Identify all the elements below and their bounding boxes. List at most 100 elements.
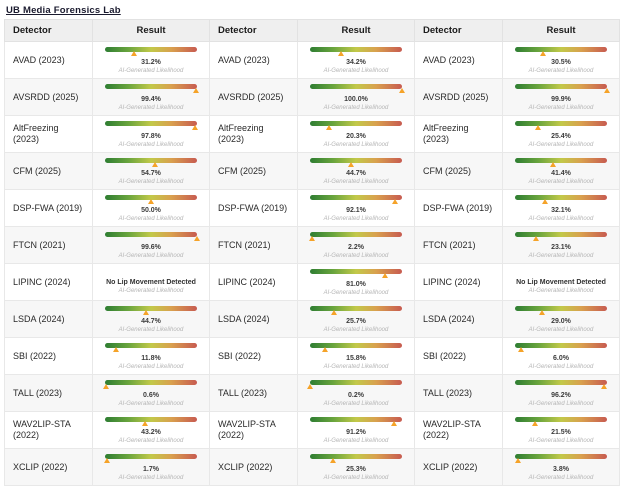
detector-name: AltFreezing (2023)	[4, 115, 93, 153]
likelihood-caption: AI-Generated Likelihood	[323, 438, 389, 444]
likelihood-caption: AI-Generated Likelihood	[528, 105, 594, 111]
result-cell: 15.8% AI-Generated Likelihood	[297, 337, 415, 375]
likelihood-bar	[105, 306, 197, 316]
results-table: Detector Result Detector Result Detector…	[4, 19, 620, 486]
gradient-bar	[105, 47, 197, 52]
likelihood-bar	[307, 380, 402, 390]
likelihood-value: 15.8%	[346, 355, 366, 362]
gradient-bar	[310, 454, 402, 459]
likelihood-value: 25.3%	[346, 466, 366, 473]
result-cell: 99.6% AI-Generated Likelihood	[92, 226, 210, 264]
likelihood-caption: AI-Generated Likelihood	[528, 68, 594, 74]
triangle-up-icon	[348, 162, 355, 167]
likelihood-bar	[310, 84, 405, 94]
likelihood-caption: AI-Generated Likelihood	[118, 475, 184, 481]
detector-name: AltFreezing (2023)	[209, 115, 298, 153]
likelihood-caption: AI-Generated Likelihood	[323, 401, 389, 407]
likelihood-bar	[515, 306, 607, 316]
detector-name: WAV2LIP-STA (2022)	[414, 411, 503, 449]
likelihood-caption: AI-Generated Likelihood	[528, 288, 594, 294]
likelihood-value: 23.1%	[551, 244, 571, 251]
triangle-up-icon	[600, 384, 607, 389]
likelihood-bar	[515, 47, 607, 57]
detector-name: CFM (2025)	[4, 152, 93, 190]
column-header-result: Result	[502, 19, 620, 42]
triangle-up-icon	[152, 162, 159, 167]
result-cell: 23.1% AI-Generated Likelihood	[502, 226, 620, 264]
header-row: Detector Result Detector Result Detector…	[4, 19, 620, 42]
gradient-bar	[310, 195, 402, 200]
triangle-up-icon	[321, 347, 328, 352]
triangle-up-icon	[541, 199, 548, 204]
result-cell: 32.1% AI-Generated Likelihood	[502, 189, 620, 227]
likelihood-caption: AI-Generated Likelihood	[323, 105, 389, 111]
triangle-up-icon	[540, 51, 547, 56]
table-row: XCLIP (2022) 1.7% AI-Generated Likelihood X…	[4, 448, 620, 486]
gradient-bar	[105, 232, 197, 237]
likelihood-bar	[105, 232, 200, 242]
likelihood-caption: AI-Generated Likelihood	[323, 253, 389, 259]
triangle-up-icon	[399, 88, 405, 93]
likelihood-bar	[515, 343, 607, 353]
result-cell: No Lip Movement Detected AI-Generated Lik…	[92, 263, 210, 301]
gradient-bar	[515, 417, 607, 422]
likelihood-caption: AI-Generated Likelihood	[528, 179, 594, 185]
result-cell: 81.0% AI-Generated Likelihood	[297, 263, 415, 301]
gradient-bar	[515, 343, 607, 348]
column-header-detector: Detector	[414, 19, 503, 42]
likelihood-caption: AI-Generated Likelihood	[118, 401, 184, 407]
likelihood-bar	[310, 195, 402, 205]
result-cell: 91.2% AI-Generated Likelihood	[297, 411, 415, 449]
result-cell: 1.7% AI-Generated Likelihood	[92, 448, 210, 486]
result-cell: 11.8% AI-Generated Likelihood	[92, 337, 210, 375]
likelihood-value: 3.8%	[553, 466, 569, 473]
triangle-up-icon	[535, 125, 542, 130]
gradient-bar	[310, 380, 402, 385]
likelihood-bar	[105, 84, 200, 94]
gradient-bar	[310, 121, 402, 126]
likelihood-value: 54.7%	[141, 170, 161, 177]
result-cell: 31.2% AI-Generated Likelihood	[92, 41, 210, 79]
likelihood-bar	[515, 417, 607, 427]
likelihood-bar	[310, 306, 402, 316]
likelihood-value: 43.2%	[141, 429, 161, 436]
result-cell: 43.2% AI-Generated Likelihood	[92, 411, 210, 449]
result-cell: 50.0% AI-Generated Likelihood	[92, 189, 210, 227]
gradient-bar	[310, 269, 402, 274]
likelihood-value: 34.2%	[346, 59, 366, 66]
triangle-up-icon	[517, 347, 524, 352]
likelihood-bar	[310, 158, 402, 168]
result-cell: 30.5% AI-Generated Likelihood	[502, 41, 620, 79]
gradient-bar	[105, 84, 197, 89]
likelihood-bar	[310, 454, 402, 464]
likelihood-value: 31.2%	[141, 59, 161, 66]
triangle-up-icon	[550, 162, 557, 167]
table-row: DSP-FWA (2019) 50.0% AI-Generated Likeliho…	[4, 189, 620, 227]
triangle-up-icon	[193, 236, 200, 241]
detector-name: WAV2LIP-STA (2022)	[209, 411, 298, 449]
result-cell: 99.4% AI-Generated Likelihood	[92, 78, 210, 116]
detector-name: TALL (2023)	[414, 374, 503, 412]
triangle-up-icon	[330, 458, 337, 463]
likelihood-caption: AI-Generated Likelihood	[118, 105, 184, 111]
detector-name: TALL (2023)	[4, 374, 93, 412]
table-row: FTCN (2021) 99.6% AI-Generated Likelihood F…	[4, 226, 620, 264]
likelihood-caption: AI-Generated Likelihood	[118, 142, 184, 148]
detector-name: LSDA (2024)	[209, 300, 298, 338]
detector-name: AVAD (2023)	[209, 41, 298, 79]
triangle-up-icon	[531, 421, 538, 426]
triangle-up-icon	[533, 236, 540, 241]
results-table-body: AVAD (2023) 31.2% AI-Generated Likelihood A…	[4, 41, 620, 486]
gradient-bar	[515, 454, 607, 459]
table-row: AVSRDD (2025) 99.4% AI-Generated Likelihoo…	[4, 78, 620, 116]
likelihood-caption: AI-Generated Likelihood	[118, 438, 184, 444]
detector-name: LIPINC (2024)	[209, 263, 298, 301]
likelihood-value: 0.2%	[348, 392, 364, 399]
likelihood-caption: AI-Generated Likelihood	[118, 68, 184, 74]
lab-title-link[interactable]: UB Media Forensics Lab	[6, 5, 121, 16]
result-cell: 25.7% AI-Generated Likelihood	[297, 300, 415, 338]
likelihood-bar	[515, 121, 607, 131]
likelihood-value: 2.2%	[348, 244, 364, 251]
likelihood-bar	[310, 343, 402, 353]
result-cell: 25.4% AI-Generated Likelihood	[502, 115, 620, 153]
